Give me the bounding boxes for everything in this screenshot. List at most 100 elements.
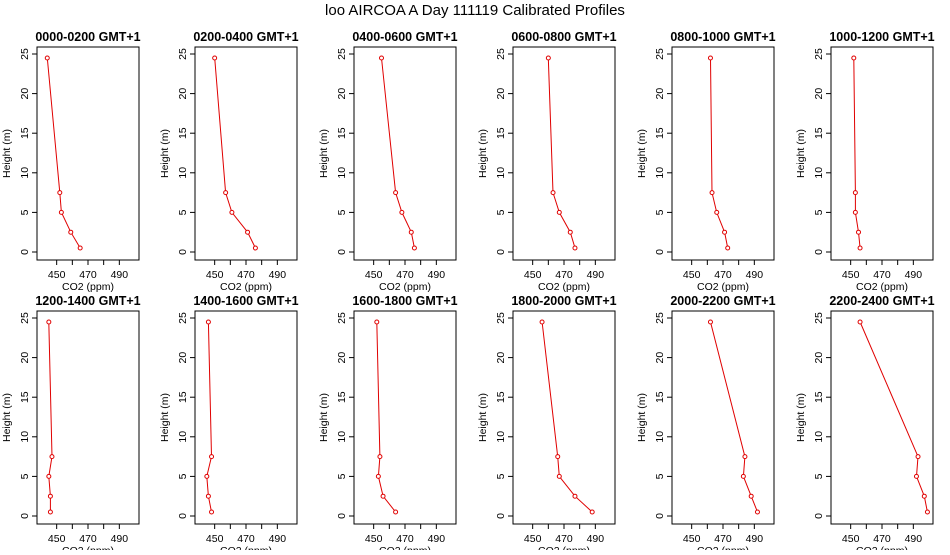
data-point — [707, 55, 713, 61]
data-point — [852, 209, 858, 215]
y-tick-label: 15 — [495, 391, 507, 403]
y-axis-label: Height (m) — [159, 393, 171, 442]
panel-title: 1600-1800 GMT+1 — [352, 294, 457, 308]
data-point — [204, 473, 210, 479]
y-tick-label: 15 — [654, 127, 666, 139]
x-tick-label: 450 — [842, 269, 860, 281]
y-tick-label: 15 — [19, 391, 31, 403]
figure-title: loo AIRCOA A Day 111119 Calibrated Profi… — [325, 2, 625, 19]
y-tick-label: 15 — [336, 391, 348, 403]
data-point — [915, 454, 921, 460]
x-axis-label: CO2 (ppm) — [379, 281, 431, 293]
y-tick-label: 10 — [495, 431, 507, 443]
y-axis-label: Height (m) — [1, 129, 13, 178]
data-point — [857, 245, 863, 251]
panel-title: 0000-0200 GMT+1 — [35, 30, 140, 44]
y-tick-label: 25 — [177, 312, 189, 324]
panel-title: 0800-1000 GMT+1 — [670, 30, 775, 44]
data-point — [408, 229, 414, 235]
data-point — [209, 509, 215, 515]
plot-frame — [353, 46, 457, 261]
x-tick-label: 450 — [206, 533, 224, 545]
x-tick-label: 470 — [873, 533, 891, 545]
x-tick-label: 470 — [237, 533, 255, 545]
panel-title: 1800-2000 GMT+1 — [511, 294, 616, 308]
profile-line — [381, 57, 415, 249]
x-axis-label: CO2 (ppm) — [62, 545, 114, 550]
plot-frame — [830, 46, 934, 261]
x-tick-label: 490 — [746, 533, 764, 545]
y-tick-label: 5 — [654, 209, 666, 215]
profile-line — [547, 57, 576, 249]
plot-frame — [194, 46, 298, 261]
data-point — [49, 454, 55, 460]
data-point — [754, 509, 760, 515]
x-tick-label: 450 — [524, 533, 542, 545]
y-tick-label: 15 — [813, 391, 825, 403]
data-point — [223, 190, 229, 196]
panel-title: 0200-0400 GMT+1 — [193, 30, 298, 44]
y-tick-label: 20 — [19, 352, 31, 364]
y-tick-label: 5 — [177, 473, 189, 479]
y-tick-label: 25 — [654, 48, 666, 60]
profile-line — [853, 57, 861, 249]
y-tick-label: 20 — [813, 352, 825, 364]
x-axis-label: CO2 (ppm) — [379, 545, 431, 550]
x-axis-label: CO2 (ppm) — [220, 281, 272, 293]
y-tick-label: 5 — [813, 473, 825, 479]
data-point — [205, 319, 211, 325]
x-tick-label: 450 — [48, 269, 66, 281]
data-point — [77, 245, 83, 251]
y-tick-label: 10 — [813, 167, 825, 179]
panel-title: 0400-0600 GMT+1 — [352, 30, 457, 44]
data-point — [68, 229, 74, 235]
y-tick-label: 0 — [654, 513, 666, 519]
data-point — [556, 209, 562, 215]
profile-line — [710, 57, 729, 249]
y-tick-label: 10 — [336, 167, 348, 179]
x-tick-label: 450 — [842, 533, 860, 545]
data-point — [209, 454, 215, 460]
y-tick-label: 10 — [177, 431, 189, 443]
x-axis-label: CO2 (ppm) — [856, 281, 908, 293]
y-tick-label: 10 — [19, 431, 31, 443]
data-point — [725, 245, 731, 251]
y-axis-label: Height (m) — [636, 393, 648, 442]
x-tick-label: 450 — [683, 269, 701, 281]
y-tick-label: 20 — [654, 88, 666, 100]
x-tick-label: 490 — [428, 269, 446, 281]
profile-line — [541, 321, 593, 513]
x-tick-label: 470 — [555, 269, 573, 281]
y-tick-label: 20 — [19, 88, 31, 100]
plot-frame — [36, 46, 140, 261]
x-tick-label: 490 — [746, 269, 764, 281]
data-point — [47, 509, 53, 515]
data-point — [555, 454, 561, 460]
data-point — [556, 473, 562, 479]
data-point — [550, 190, 556, 196]
y-tick-label: 10 — [654, 431, 666, 443]
y-tick-label: 20 — [813, 88, 825, 100]
y-tick-label: 15 — [177, 127, 189, 139]
y-tick-label: 10 — [813, 431, 825, 443]
y-axis-label: Height (m) — [318, 393, 330, 442]
data-point — [545, 55, 551, 61]
profile-line — [710, 321, 758, 513]
data-point — [375, 473, 381, 479]
y-tick-label: 20 — [336, 88, 348, 100]
y-tick-label: 5 — [654, 473, 666, 479]
data-point — [47, 493, 53, 499]
data-point — [913, 473, 919, 479]
y-tick-label: 15 — [19, 127, 31, 139]
y-axis-label: Height (m) — [1, 393, 13, 442]
y-tick-label: 15 — [177, 391, 189, 403]
panel-title: 0600-0800 GMT+1 — [511, 30, 616, 44]
data-point — [379, 55, 384, 61]
y-tick-label: 20 — [177, 352, 189, 364]
y-tick-label: 25 — [813, 312, 825, 324]
x-tick-label: 470 — [714, 269, 732, 281]
data-point — [921, 493, 927, 499]
data-point — [707, 319, 713, 325]
x-tick-label: 490 — [905, 533, 923, 545]
